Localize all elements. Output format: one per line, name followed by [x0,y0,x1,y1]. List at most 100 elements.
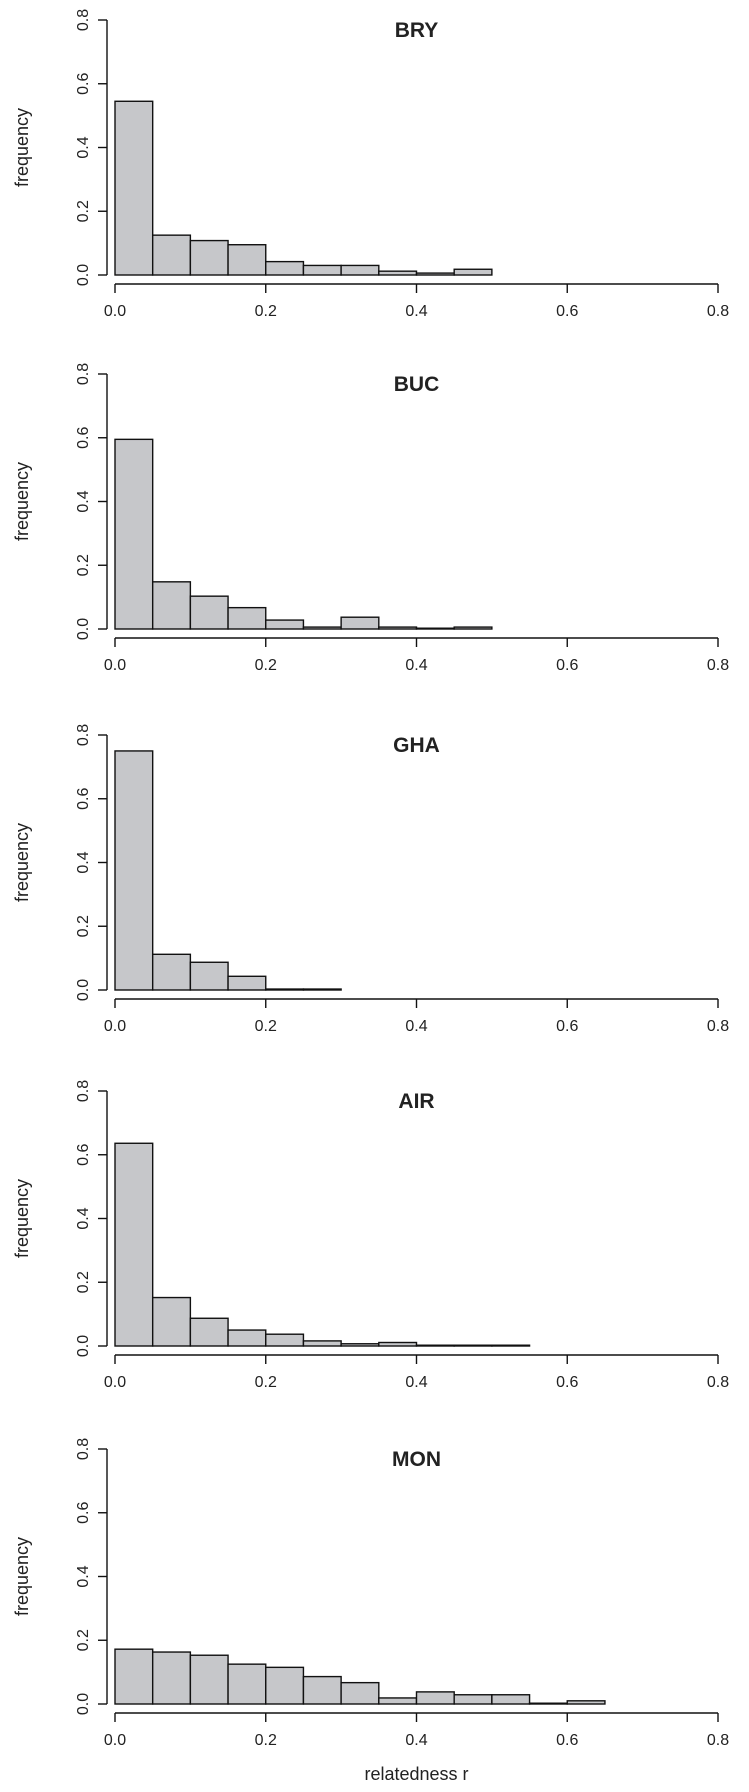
x-tick-label: 0.2 [255,1018,277,1035]
x-tick-label: 0.6 [556,1018,578,1035]
histogram-bar [378,626,418,630]
x-tick-label: 0.4 [405,1018,427,1035]
x-tick-label: 0.2 [255,1732,277,1749]
histogram-bar [302,1340,342,1347]
panel-title: BUC [394,373,440,396]
histogram-bar [151,234,192,276]
x-tick-label: 0.2 [255,657,277,674]
x-tick-label: 0.8 [707,1018,729,1035]
panel-title: GHA [393,734,440,757]
x-tick-label: 0.0 [104,303,126,320]
y-tick-label: 0.2 [75,554,92,576]
x-tick-label: 0.2 [255,1374,277,1391]
y-tick-label: 0.4 [75,490,92,512]
histogram-bar [227,244,267,276]
histogram-bar [566,1700,606,1705]
histogram-bar [302,1675,342,1705]
y-tick-label: 0.0 [75,1335,92,1357]
y-tick-label: 0.8 [75,1438,92,1460]
x-tick-label: 0.0 [104,1374,126,1391]
y-axis-label: frequency [12,1179,32,1258]
histogram-bar [491,1344,531,1347]
y-tick-label: 0.4 [75,851,92,873]
histogram-bar [265,1333,305,1347]
y-tick-label: 0.6 [75,1502,92,1524]
x-tick-label: 0.0 [104,1732,126,1749]
histogram-bar [189,1654,229,1705]
panel-title: AIR [398,1090,434,1113]
x-tick-label: 0.6 [556,657,578,674]
histogram-bar [189,595,229,630]
histogram-bar [528,1702,568,1705]
histogram-bar [302,626,342,630]
x-tick-label: 0.4 [405,303,427,320]
histogram-bar [265,988,305,991]
histogram-bar [415,627,455,630]
histogram-bar [114,438,154,630]
y-tick-label: 0.0 [75,1693,92,1715]
histogram-bar [151,1651,192,1705]
histogram-bar [415,1344,455,1347]
histogram-bar [151,953,192,991]
y-tick-label: 0.0 [75,979,92,1001]
x-tick-label: 0.0 [104,657,126,674]
histogram-bar [114,1142,154,1347]
histogram-bar [340,1343,380,1347]
x-tick-label: 0.6 [556,1732,578,1749]
histogram-bar [453,268,493,276]
y-axis-label: frequency [12,108,32,187]
y-tick-label: 0.8 [75,724,92,746]
y-axis-label: frequency [12,1537,32,1616]
y-tick-label: 0.0 [75,618,92,640]
y-tick-label: 0.6 [75,788,92,810]
x-axis-label: relatedness r [364,1764,468,1784]
y-axis-label: frequency [12,462,32,541]
x-tick-label: 0.0 [104,1018,126,1035]
histogram-bar [265,260,305,276]
histogram-bar [378,1697,418,1705]
panel-title: MON [392,1448,441,1471]
histogram-bar [227,606,267,630]
histogram-bar [265,1666,305,1705]
histogram-bar [378,270,418,276]
histogram-bar [189,961,229,991]
x-tick-label: 0.6 [556,303,578,320]
x-tick-label: 0.8 [707,1732,729,1749]
histogram-bar [453,1344,493,1347]
histogram-bar [340,264,380,276]
y-tick-label: 0.6 [75,73,92,95]
y-tick-label: 0.0 [75,264,92,286]
x-tick-label: 0.4 [405,1732,427,1749]
histogram-bar [415,1691,455,1705]
histogram-bar [227,1663,267,1705]
y-tick-label: 0.4 [75,1565,92,1587]
x-tick-label: 0.8 [707,657,729,674]
y-axis-label: frequency [12,823,32,902]
y-tick-label: 0.2 [75,200,92,222]
y-tick-label: 0.6 [75,427,92,449]
x-tick-label: 0.4 [405,657,427,674]
histogram-bar [114,750,154,991]
x-tick-label: 0.8 [707,1374,729,1391]
y-tick-label: 0.8 [75,363,92,385]
histogram-bar [189,239,229,276]
histogram-bar [189,1317,229,1347]
y-tick-label: 0.4 [75,1207,92,1229]
histogram-bar [415,272,455,276]
x-tick-label: 0.6 [556,1374,578,1391]
histogram-bar [151,581,192,630]
histogram-bar [340,616,380,630]
histogram-bar [151,1296,192,1347]
y-tick-label: 0.8 [75,9,92,31]
histogram-bar [453,1694,493,1705]
histogram-bar [302,988,342,991]
y-tick-label: 0.2 [75,1629,92,1651]
histogram-bar [378,1341,418,1347]
x-tick-label: 0.2 [255,303,277,320]
x-tick-label: 0.4 [405,1374,427,1391]
histogram-bar [227,1329,267,1347]
histogram-bar [491,1694,531,1705]
histogram-bar [227,975,267,991]
y-tick-label: 0.2 [75,915,92,937]
